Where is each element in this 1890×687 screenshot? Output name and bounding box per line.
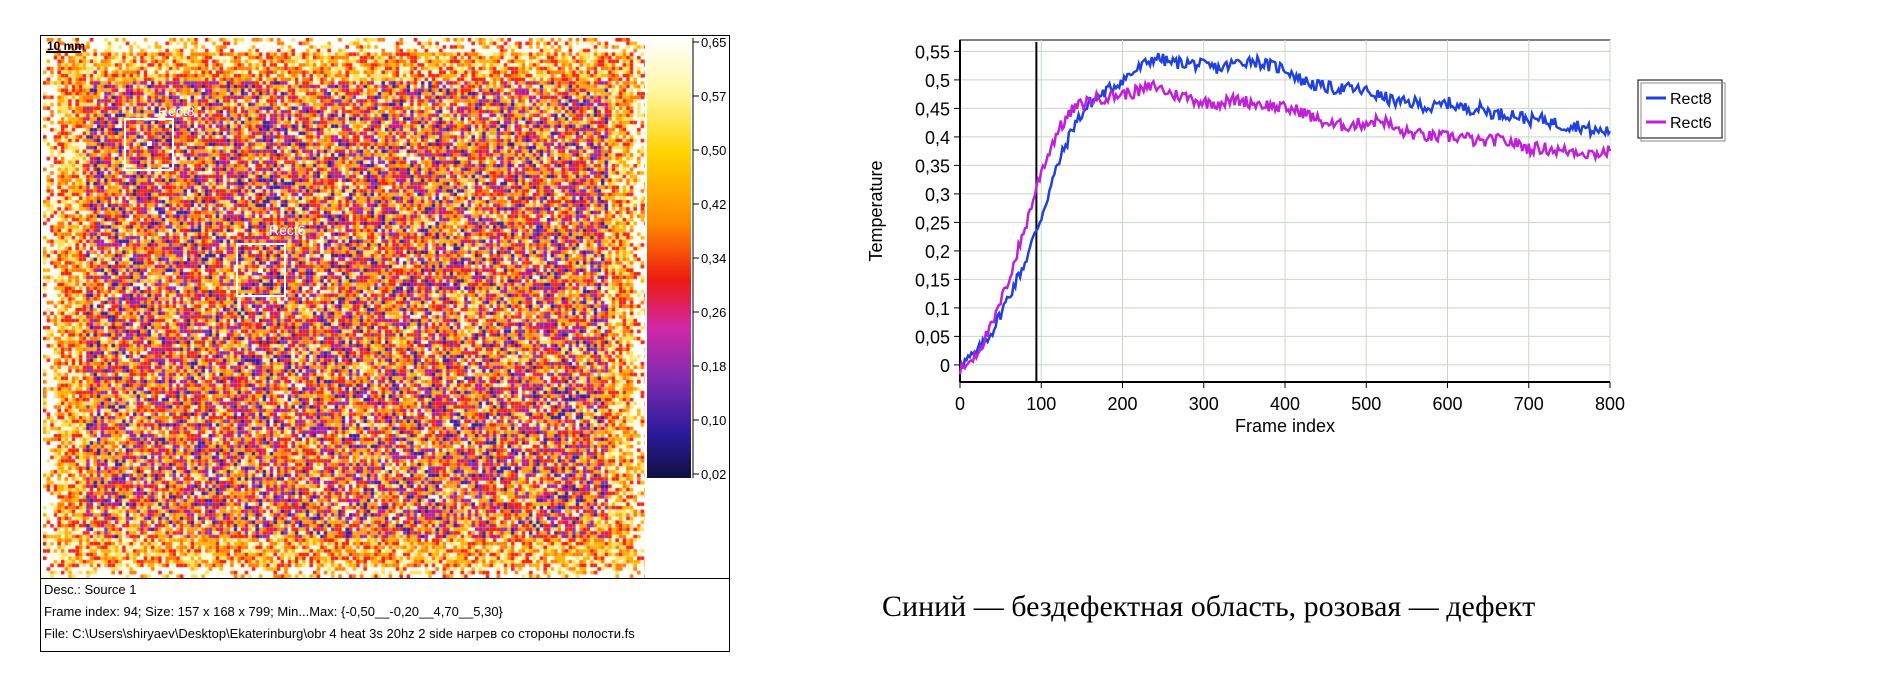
colorbar-tick-label: 0,18 xyxy=(701,359,726,374)
x-tick-label: 300 xyxy=(1189,394,1219,414)
y-tick-label: 0,5 xyxy=(925,71,950,91)
legend-shadow xyxy=(1640,82,1726,142)
x-tick-label: 0 xyxy=(955,394,965,414)
series-line-rect8 xyxy=(959,51,1612,370)
colorbar-tick-label: 0,10 xyxy=(701,413,726,428)
y-tick-label: 0,05 xyxy=(915,327,950,347)
info-desc: Desc.: Source 1 xyxy=(44,582,137,597)
thermogram-panel: 10 mm Rect8 Rect6 xyxy=(40,35,730,652)
y-tick-label: 0,35 xyxy=(915,156,950,176)
x-tick-label: 600 xyxy=(1432,394,1462,414)
region-rect6[interactable]: Rect6 xyxy=(236,222,306,297)
colorbar-tick-label: 0,34 xyxy=(701,251,726,266)
y-tick-label: 0,4 xyxy=(925,128,950,148)
info-box: Desc.: Source 1 Frame index: 94; Size: 1… xyxy=(41,578,729,651)
region-rect8-label: Rect8 xyxy=(158,103,195,119)
legend-label-rect6: Rect6 xyxy=(1670,115,1712,132)
series-line-rect6 xyxy=(958,78,1612,375)
thermogram-image xyxy=(43,38,645,578)
x-tick-label: 400 xyxy=(1270,394,1300,414)
y-tick-label: 0,3 xyxy=(925,185,950,205)
colorbar-tick-label: 0,42 xyxy=(701,197,726,212)
colorbar-tick-label: 0,26 xyxy=(701,305,726,320)
info-file: File: C:\Users\shiryaev\Desktop\Ekaterin… xyxy=(44,626,635,641)
y-tick-label: 0,1 xyxy=(925,299,950,319)
y-tick-label: 0,25 xyxy=(915,213,950,233)
colorbar-tick-label: 0,57 xyxy=(701,89,726,104)
y-tick-label: 0,15 xyxy=(915,270,950,290)
colorbar: 0,65 0,57 0,50 0,42 0,34 0,26 0,18 0,10 0,02 xyxy=(647,38,726,482)
y-tick-label: 0 xyxy=(940,356,950,376)
temperature-chart: 0 0,05 0,1 0,15 0,2 0,25 0,3 0,35 0,4 0,45 0,5 0,55… xyxy=(866,39,1726,436)
legend-box xyxy=(1637,79,1723,139)
colorbar-tick-label: 0,65 xyxy=(701,38,726,50)
region-rect6-label: Rect6 xyxy=(269,222,306,238)
thermogram-overlay: 10 mm Rect8 Rect6 xyxy=(46,39,306,297)
scale-label: 10 mm xyxy=(47,39,85,53)
x-tick-label: 100 xyxy=(1026,394,1056,414)
x-tick-label: 700 xyxy=(1514,394,1544,414)
colorbar-tick-label: 0,02 xyxy=(701,467,726,482)
x-tick-label: 500 xyxy=(1351,394,1381,414)
region-rect8[interactable]: Rect8 xyxy=(124,103,195,171)
y-tick-label: 0,2 xyxy=(925,242,950,262)
colorbar-gradient xyxy=(647,38,691,478)
x-tick-label: 800 xyxy=(1595,394,1625,414)
caption: Синий — бездефектная область, розовая — … xyxy=(882,590,1536,623)
info-frame: Frame index: 94; Size: 157 x 168 x 799; … xyxy=(44,604,503,619)
colorbar-tick-label: 0,50 xyxy=(701,143,726,158)
x-tick-label: 200 xyxy=(1107,394,1137,414)
x-axis-label: Frame index xyxy=(1235,416,1335,436)
y-axis-label: Temperature xyxy=(866,160,886,261)
y-tick-label: 0,55 xyxy=(915,42,950,62)
legend-label-rect8: Rect8 xyxy=(1670,91,1712,108)
y-tick-label: 0,45 xyxy=(915,99,950,119)
